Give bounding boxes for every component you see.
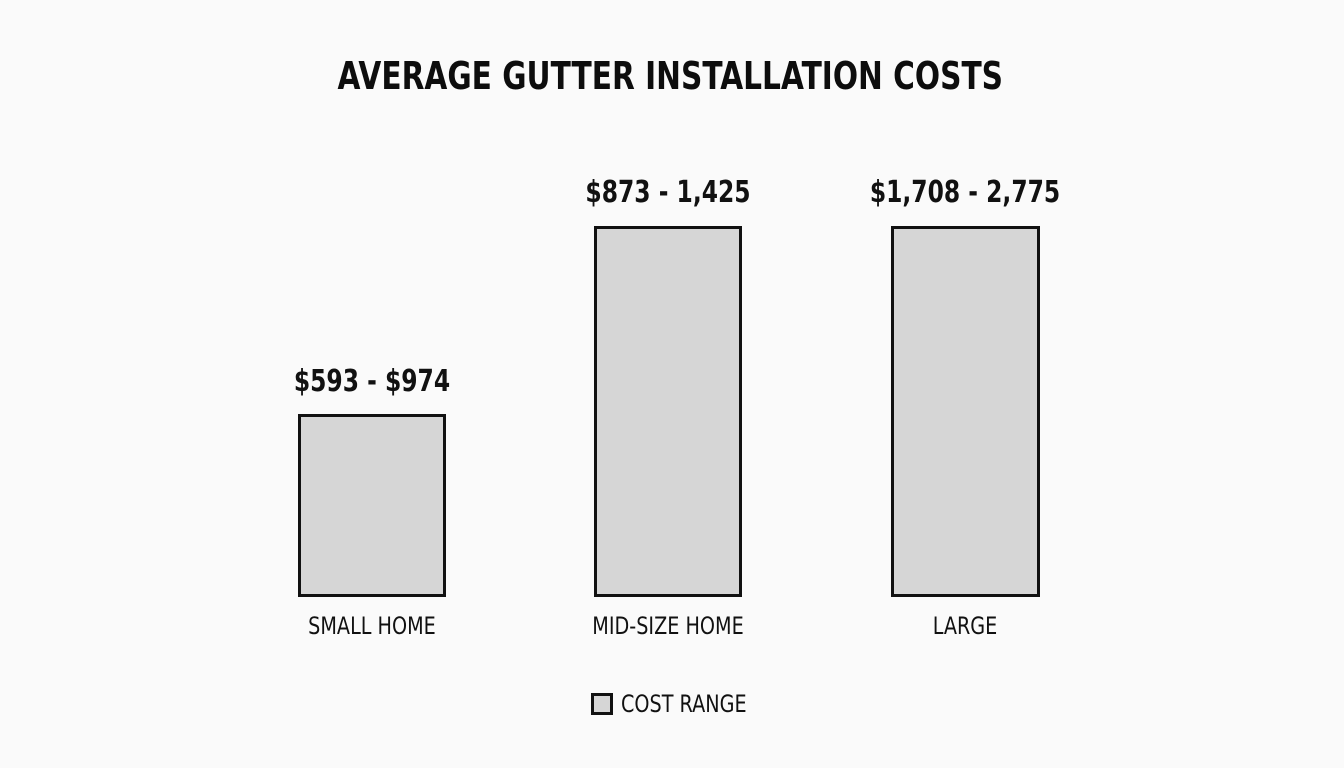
legend: COST RANGE <box>591 690 778 718</box>
value-label-large: $1,708 - 2,775 <box>869 175 1061 210</box>
category-label-mid-size-home: MID-SIZE HOME <box>592 612 744 640</box>
legend-swatch-icon <box>591 693 613 715</box>
value-label-small-home: $593 - $974 <box>293 364 451 399</box>
category-label-small-home: SMALL HOME <box>308 612 436 640</box>
category-label-large: LARGE <box>932 612 998 640</box>
chart-title: AVERAGE GUTTER INSTALLATION COSTS <box>337 54 1004 98</box>
bar-small-home <box>298 414 446 597</box>
value-label-mid-size-home: $873 - 1,425 <box>585 175 751 210</box>
bar-large <box>891 226 1040 597</box>
legend-label: COST RANGE <box>621 690 747 718</box>
bar-mid-size-home <box>594 226 742 597</box>
